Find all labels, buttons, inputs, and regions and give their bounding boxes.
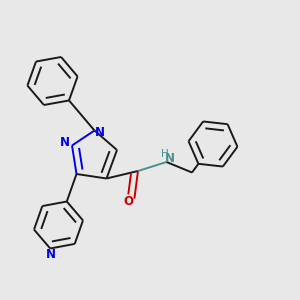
Text: N: N — [46, 248, 56, 261]
Text: O: O — [123, 195, 134, 208]
Text: N: N — [95, 125, 105, 139]
Text: N: N — [164, 152, 175, 165]
Text: N: N — [59, 136, 70, 149]
Text: H: H — [161, 148, 169, 159]
